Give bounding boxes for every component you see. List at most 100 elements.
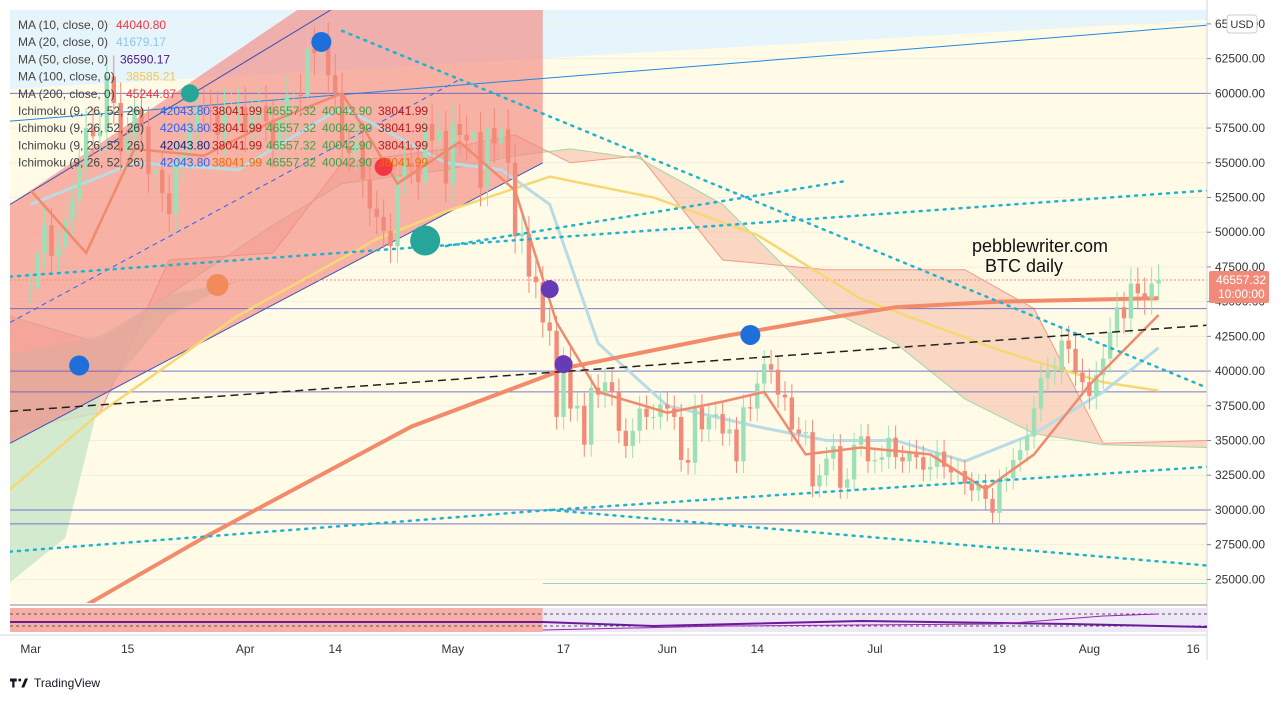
candle-body xyxy=(782,394,788,398)
candle-body xyxy=(692,407,698,463)
currency-badge xyxy=(1226,14,1258,34)
candle-body xyxy=(249,118,255,133)
candle-body xyxy=(775,369,781,395)
candle-body xyxy=(416,165,421,183)
price-tick-label: 25000.00 xyxy=(1215,572,1265,586)
candle-body xyxy=(838,446,843,488)
candle-body xyxy=(243,107,248,133)
candle-body xyxy=(56,247,61,256)
candle-body xyxy=(928,466,933,470)
candle-body xyxy=(1128,283,1134,319)
chart-title: pebblewriter.com xyxy=(972,236,1108,256)
candle-body xyxy=(796,429,801,434)
time-tick-label: Jul xyxy=(867,642,882,656)
candle-body xyxy=(519,233,525,237)
price-tick-label: 60000.00 xyxy=(1215,86,1265,100)
candle-body xyxy=(505,129,511,163)
candle-body xyxy=(1080,372,1085,383)
price-tick-label: 42500.00 xyxy=(1215,329,1265,343)
price-tick-label: 40000.00 xyxy=(1215,364,1265,378)
price-tick-label: 52500.00 xyxy=(1215,190,1265,204)
time-tick-label: Apr xyxy=(236,642,255,656)
candle-body xyxy=(665,404,670,409)
candle-body xyxy=(76,165,82,201)
candle-body xyxy=(63,219,68,248)
candle-body xyxy=(637,408,642,431)
candle-body xyxy=(672,408,677,417)
indicator-signal-line xyxy=(10,619,1208,628)
candle-body xyxy=(748,407,753,409)
marker-circle xyxy=(206,273,229,296)
candle-body xyxy=(298,94,303,97)
time-tick-label: May xyxy=(441,642,464,656)
candle-body xyxy=(1149,283,1154,299)
time-tick-label: 17 xyxy=(557,642,571,656)
candle-body xyxy=(685,459,691,463)
candle-body xyxy=(201,108,206,110)
candle-body xyxy=(1017,450,1023,460)
countdown-label: 10:00:00 xyxy=(1218,287,1265,301)
candle-body xyxy=(969,483,974,491)
candle-body xyxy=(976,484,981,491)
legend-item-label: MA (50, close, 0) xyxy=(18,52,108,66)
candle-body xyxy=(526,233,532,277)
candle-body xyxy=(727,429,732,434)
legend-item-value: 36590.17 xyxy=(120,52,170,66)
legend-item-label: Ichimoku (9, 26, 52, 26) xyxy=(18,121,144,135)
time-tick-label: Jun xyxy=(658,642,677,656)
candle-body xyxy=(1101,358,1106,376)
marker-circle xyxy=(374,157,393,176)
legend-item-value: 38041.99 xyxy=(378,138,428,152)
candle-body xyxy=(443,130,449,184)
candle-body xyxy=(326,44,331,76)
candle-body xyxy=(270,121,276,149)
candle-body xyxy=(907,451,912,462)
candle-body xyxy=(761,364,767,384)
candle-body xyxy=(651,416,656,418)
legend-item-label: Ichimoku (9, 26, 52, 26) xyxy=(18,104,144,118)
candle-body xyxy=(630,430,635,447)
currency-label: USD xyxy=(1230,19,1253,31)
legend-item-value: 40042.90 xyxy=(322,104,372,118)
candle-body xyxy=(1073,348,1078,373)
marker-circle xyxy=(740,324,761,345)
candle-body xyxy=(305,48,310,97)
legend-item-value: 38041.99 xyxy=(212,121,262,135)
legend-item-value: 38041.99 xyxy=(378,104,428,118)
candle-body xyxy=(332,75,338,94)
candle-body xyxy=(42,225,47,254)
candle-body xyxy=(886,437,891,458)
chart-subtitle: BTC daily xyxy=(985,256,1063,276)
candle-body xyxy=(360,141,366,180)
candle-body xyxy=(422,123,428,183)
candle-body xyxy=(436,130,442,141)
candle-body xyxy=(851,444,857,480)
candle-body xyxy=(402,162,407,177)
legend-item-value: 42043.80 xyxy=(160,104,210,118)
candle-body xyxy=(236,107,241,109)
candle-body xyxy=(900,457,905,462)
candle-body xyxy=(609,382,615,392)
candle-body xyxy=(990,498,995,513)
price-tick-label: 32500.00 xyxy=(1215,468,1265,482)
marker-circle xyxy=(180,84,199,103)
legend-item-value: 42043.80 xyxy=(160,156,210,170)
candle-body xyxy=(312,48,317,54)
ma-100-line xyxy=(10,175,1159,492)
legend-item-value: 46557.32 xyxy=(266,104,316,118)
price-tick-label: 50000.00 xyxy=(1215,225,1265,239)
time-tick-label: 14 xyxy=(751,642,765,656)
candle-body xyxy=(409,162,414,166)
candle-body xyxy=(374,208,379,217)
price-tick-label: 55000.00 xyxy=(1215,156,1265,170)
candle-body xyxy=(817,475,822,487)
candle-body xyxy=(941,451,947,467)
dotted-trend-line xyxy=(548,508,1207,567)
candle-body xyxy=(824,458,829,476)
candle-body xyxy=(699,407,705,430)
candle-body xyxy=(1094,375,1099,397)
candle-body xyxy=(499,129,504,144)
candle-body xyxy=(561,361,566,417)
legend-item-value: 38041.99 xyxy=(212,138,262,152)
